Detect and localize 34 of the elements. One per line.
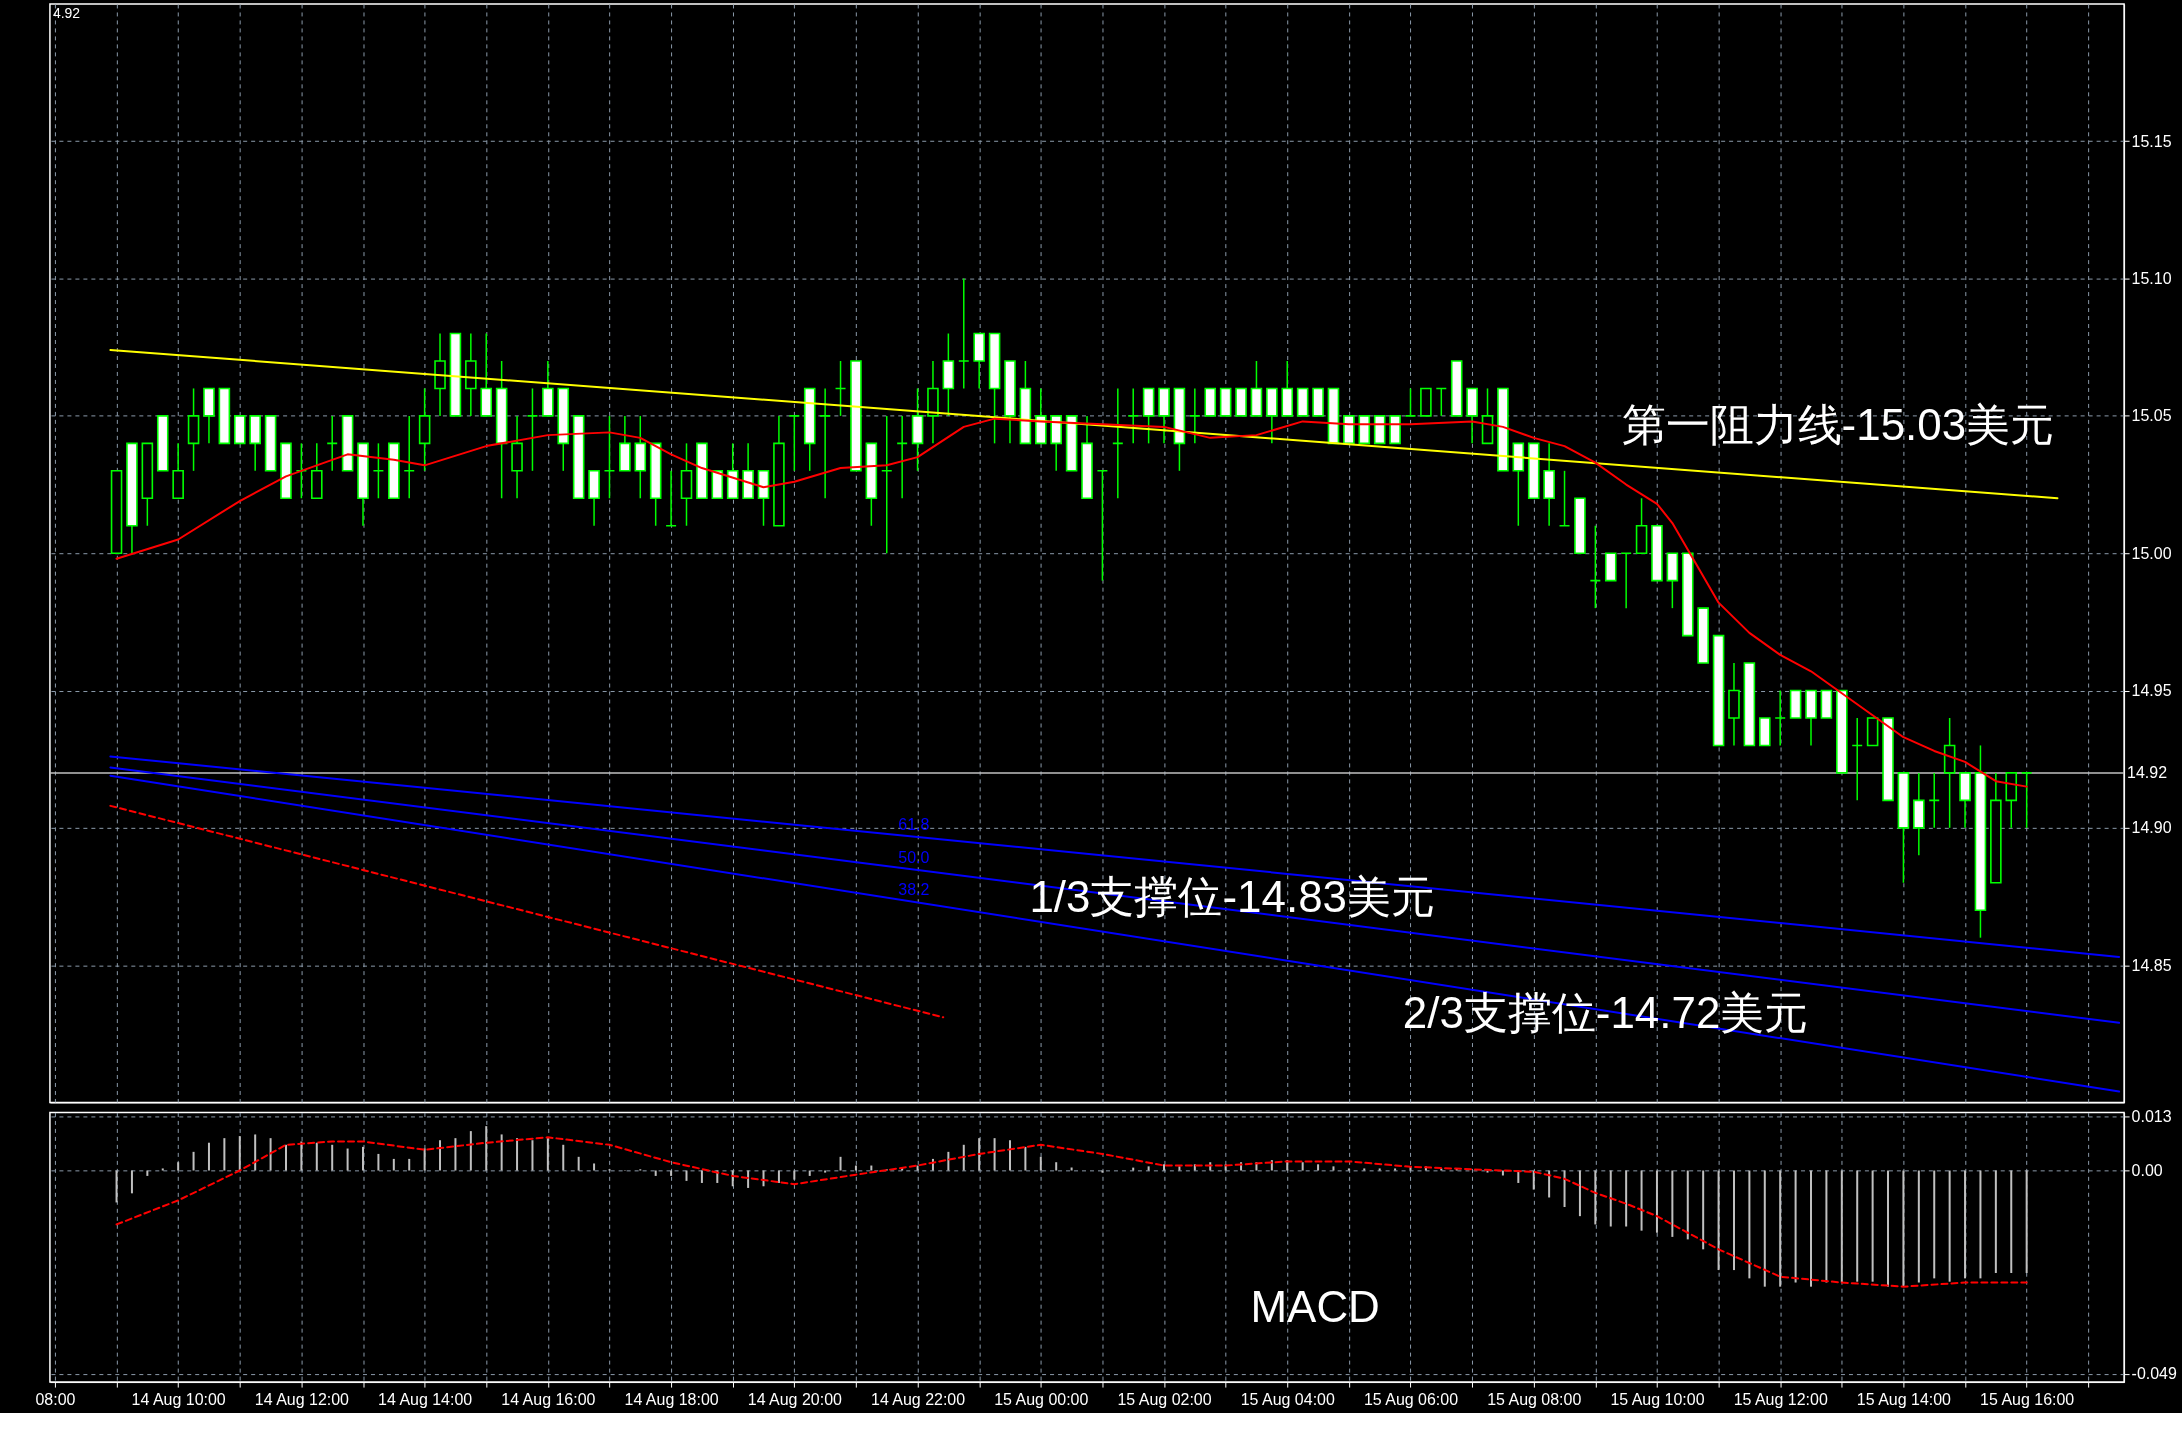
y-tick-label: 15.10 xyxy=(2131,270,2172,288)
x-tick-label: 14 Aug 18:00 xyxy=(624,1390,719,1408)
ref-line-label: 14.92 xyxy=(2127,763,2168,781)
x-tick-label: 15 Aug 06:00 xyxy=(1363,1390,1459,1408)
x-tick-label: 15 Aug 10:00 xyxy=(1610,1390,1705,1408)
x-tick-label: 14 Aug 22:00 xyxy=(870,1390,966,1408)
y-tick-label: -0.049 xyxy=(2131,1365,2177,1383)
x-tick-label: 15 Aug 16:00 xyxy=(1980,1390,2075,1408)
x-tick-label: 15 Aug 00:00 xyxy=(994,1390,1089,1408)
x-tick-label: 14 Aug 20:00 xyxy=(747,1390,842,1408)
x-tick-label: 15 Aug 02:00 xyxy=(1117,1390,1212,1408)
annotation: 第一阻力线-15.03美元 xyxy=(1621,399,2055,449)
x-tick-label: 15 Aug 08:00 xyxy=(1487,1390,1582,1408)
y-tick-label: 15.15 xyxy=(2131,132,2172,150)
y-tick-label: 15.00 xyxy=(2131,544,2172,562)
y-tick-label: 0.013 xyxy=(2131,1108,2172,1126)
annotation: MACD xyxy=(1250,1282,1380,1332)
y-tick-label: 15.05 xyxy=(2131,407,2172,425)
x-tick-label: 14 Aug 12:00 xyxy=(254,1390,350,1408)
x-tick-label: 15 Aug 12:00 xyxy=(1733,1390,1828,1408)
y-tick-label: 14.90 xyxy=(2131,819,2172,837)
x-tick-label: 08:00 xyxy=(35,1390,76,1408)
y-tick-label: 0.00 xyxy=(2131,1162,2163,1180)
y-tick-label: 14.95 xyxy=(2131,682,2172,700)
series-label: 50.0 xyxy=(898,848,930,866)
x-tick-label: 15 Aug 04:00 xyxy=(1240,1390,1335,1408)
x-tick-label: 14 Aug 14:00 xyxy=(378,1390,473,1408)
series-label: 38.2 xyxy=(898,880,930,898)
series-label: 61.8 xyxy=(898,815,930,833)
y-tick-label: 14.85 xyxy=(2131,956,2172,974)
x-tick-label: 14 Aug 10:00 xyxy=(131,1390,226,1408)
x-tick-label: 15 Aug 14:00 xyxy=(1856,1390,1952,1408)
annotation: 4.92 xyxy=(52,4,81,21)
x-tick-label: 14 Aug 16:00 xyxy=(501,1390,596,1408)
